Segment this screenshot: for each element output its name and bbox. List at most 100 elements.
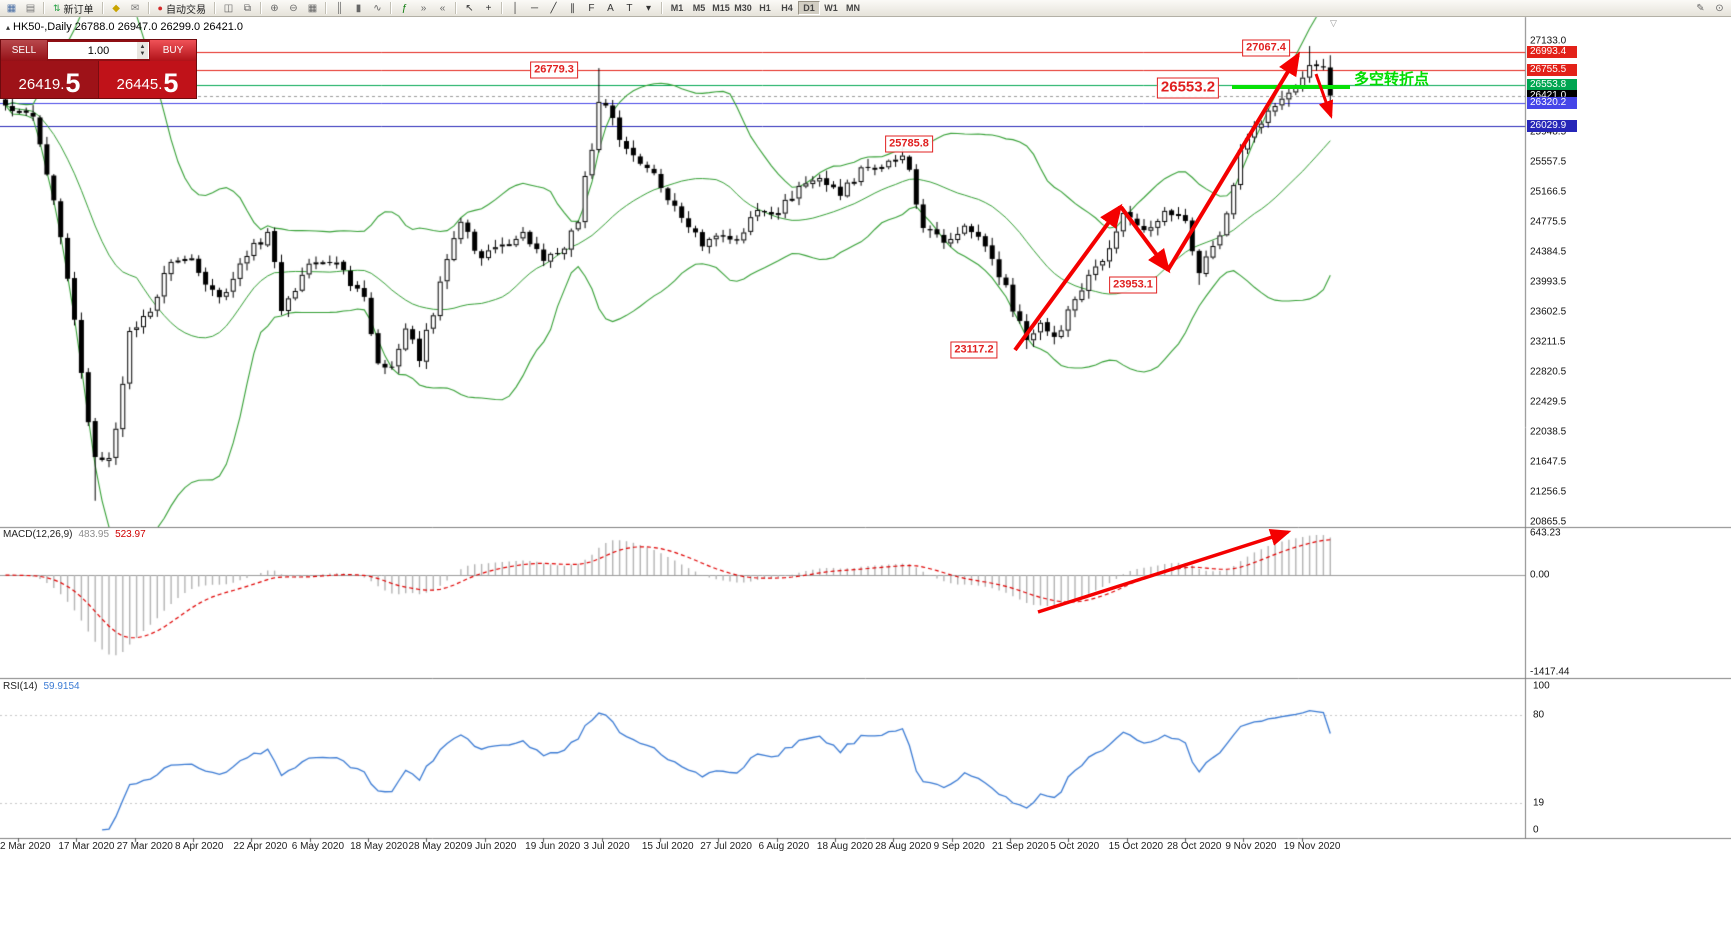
date-label: 18 May 2020 xyxy=(350,841,408,852)
one-click-trading-panel: SELL 1.00 ▲ ▼ BUY 26419. 5 26445. 5 xyxy=(0,39,197,99)
date-label: 9 Jun 2020 xyxy=(466,841,517,852)
cursor-icon[interactable]: ↖ xyxy=(465,2,474,14)
price-line-label: 26755.5 xyxy=(1527,63,1577,76)
macd-scale-label: 0.00 xyxy=(1530,569,1550,581)
price-scale-label: 21256.5 xyxy=(1530,486,1567,498)
grid-icon[interactable]: ▦ xyxy=(307,2,318,14)
date-label: 8 Apr 2020 xyxy=(175,841,224,852)
rsi-scale-label: 80 xyxy=(1533,709,1545,721)
zoom-in-icon[interactable]: ⊕ xyxy=(270,2,279,14)
edit-icon[interactable]: ✎ xyxy=(1696,2,1705,14)
autotrade-button-icon: ● xyxy=(157,3,163,13)
price-scale-label: 21647.5 xyxy=(1530,456,1567,468)
toolbar-separator xyxy=(259,2,262,14)
buy-button[interactable]: BUY xyxy=(150,40,196,61)
buy-price[interactable]: 26445. 5 xyxy=(98,61,196,98)
alert-icon[interactable]: ◆ xyxy=(112,2,120,14)
timeframe-mn[interactable]: MN xyxy=(845,3,860,13)
price-scale-label: 25166.5 xyxy=(1530,186,1567,198)
macd-scale-label: 643.23 xyxy=(1530,527,1561,539)
timeframe-m5[interactable]: M5 xyxy=(692,3,706,13)
toolbar-separator xyxy=(101,2,104,14)
bar-chart-icon[interactable]: ║ xyxy=(335,2,344,14)
price-annotation-flag: 26553.2 xyxy=(1156,77,1220,99)
toolbar-separator xyxy=(213,2,216,14)
channel-icon[interactable]: ∥ xyxy=(569,2,575,14)
toolbar-separator xyxy=(454,2,457,14)
price-scale-label: 20865.5 xyxy=(1530,516,1567,528)
date-label: 28 May 2020 xyxy=(408,841,467,852)
date-label: 15 Oct 2020 xyxy=(1108,841,1164,852)
volume-down-icon[interactable]: ▼ xyxy=(139,50,146,57)
price-scale-label: 22429.5 xyxy=(1530,396,1567,408)
search-icon[interactable]: ⊙ xyxy=(1715,2,1724,14)
volume-up-icon[interactable]: ▲ xyxy=(139,43,146,50)
timeframe-m1[interactable]: M1 xyxy=(670,3,684,13)
fibonacci-icon[interactable]: F xyxy=(588,2,595,14)
horizontal-line-icon[interactable]: ─ xyxy=(530,2,539,14)
price-scale-label: 24775.5 xyxy=(1530,216,1567,228)
chart-list-icon[interactable]: ▤ xyxy=(25,2,36,14)
date-label: 9 Sep 2020 xyxy=(933,841,985,852)
text-icon[interactable]: A xyxy=(607,2,614,14)
buy-price-main: 26445. xyxy=(116,76,163,93)
indicators-icon[interactable]: ƒ xyxy=(401,2,408,14)
label-icon[interactable]: T xyxy=(626,2,633,14)
date-label: 28 Aug 2020 xyxy=(875,841,932,852)
date-label: 19 Nov 2020 xyxy=(1283,841,1341,852)
date-label: 6 May 2020 xyxy=(291,841,345,852)
date-label: 3 Jul 2020 xyxy=(583,841,630,852)
sell-button[interactable]: SELL xyxy=(1,40,47,61)
trendline-icon[interactable]: ╱ xyxy=(550,2,557,14)
new-chart-icon[interactable]: ▦ xyxy=(6,2,17,14)
vertical-line-icon[interactable]: │ xyxy=(512,2,519,14)
timeframe-m30[interactable]: M30 xyxy=(734,3,752,13)
date-label: 5 Oct 2020 xyxy=(1050,841,1100,852)
shapes-icon[interactable]: ▾ xyxy=(645,2,651,14)
price-annotation-flag: 23117.2 xyxy=(950,341,998,359)
date-label: 21 Sep 2020 xyxy=(991,841,1049,852)
cascade-windows-icon[interactable]: ⧉ xyxy=(243,2,252,14)
new-order-button[interactable]: ⇅ 新订单 xyxy=(48,1,99,16)
timeframe-h4[interactable]: H4 xyxy=(781,3,793,13)
volume-spinner[interactable]: ▲ ▼ xyxy=(137,42,148,59)
buy-price-big-digit: 5 xyxy=(163,68,179,98)
autotrade-button[interactable]: ● 自动交易 xyxy=(153,1,211,16)
line-chart-icon[interactable]: ∿ xyxy=(373,2,382,14)
timeframe-w1[interactable]: W1 xyxy=(824,3,838,13)
auto-scroll-icon[interactable]: » xyxy=(420,2,427,14)
mail-icon[interactable]: ✉ xyxy=(130,2,140,14)
new-order-button-label: 新订单 xyxy=(63,4,94,16)
timeframe-h1[interactable]: H1 xyxy=(759,3,771,13)
timeframe-d1[interactable]: D1 xyxy=(797,1,820,15)
symbol-marker-icon: ▴ xyxy=(6,23,11,32)
toolbar-separator xyxy=(660,2,663,14)
toolbar-right-group: ✎ ⊙ xyxy=(1691,1,1729,16)
macd-value: 483.95 xyxy=(78,529,110,540)
ohlc-values: 26788.0 26947.0 26299.0 26421.0 xyxy=(74,21,243,33)
price-scale-label: 23602.5 xyxy=(1530,306,1567,318)
price-line-label: 26553.8 xyxy=(1527,79,1577,92)
rsi-name: RSI(14) xyxy=(3,681,38,692)
date-label: 18 Aug 2020 xyxy=(816,841,874,852)
date-label: 19 Jun 2020 xyxy=(525,841,581,852)
new-order-button-icon: ⇅ xyxy=(53,2,61,13)
tile-windows-icon[interactable]: ◫ xyxy=(223,2,234,14)
autotrade-button-label: 自动交易 xyxy=(165,4,206,16)
timeframe-m15[interactable]: M15 xyxy=(712,3,730,13)
sell-price[interactable]: 26419. 5 xyxy=(1,61,98,98)
price-scale-label: 25948.5 xyxy=(1530,126,1567,138)
date-label: 27 Jul 2020 xyxy=(700,841,752,852)
crosshair-icon[interactable]: + xyxy=(485,2,492,14)
price-line-label: 26320.2 xyxy=(1527,97,1577,110)
volume-field[interactable]: 1.00 ▲ ▼ xyxy=(48,42,149,59)
rsi-label: RSI(14) 59.9154 xyxy=(3,681,80,692)
zoom-out-icon[interactable]: ⊖ xyxy=(289,2,298,14)
toolbar-separator xyxy=(147,2,150,14)
chart-shift-icon[interactable]: « xyxy=(439,2,446,14)
candlestick-chart-icon[interactable]: ▮ xyxy=(355,2,362,14)
rsi-scale-label: 19 xyxy=(1533,797,1545,809)
rsi-scale-label: 0 xyxy=(1533,824,1539,836)
date-label: 28 Oct 2020 xyxy=(1167,841,1222,852)
